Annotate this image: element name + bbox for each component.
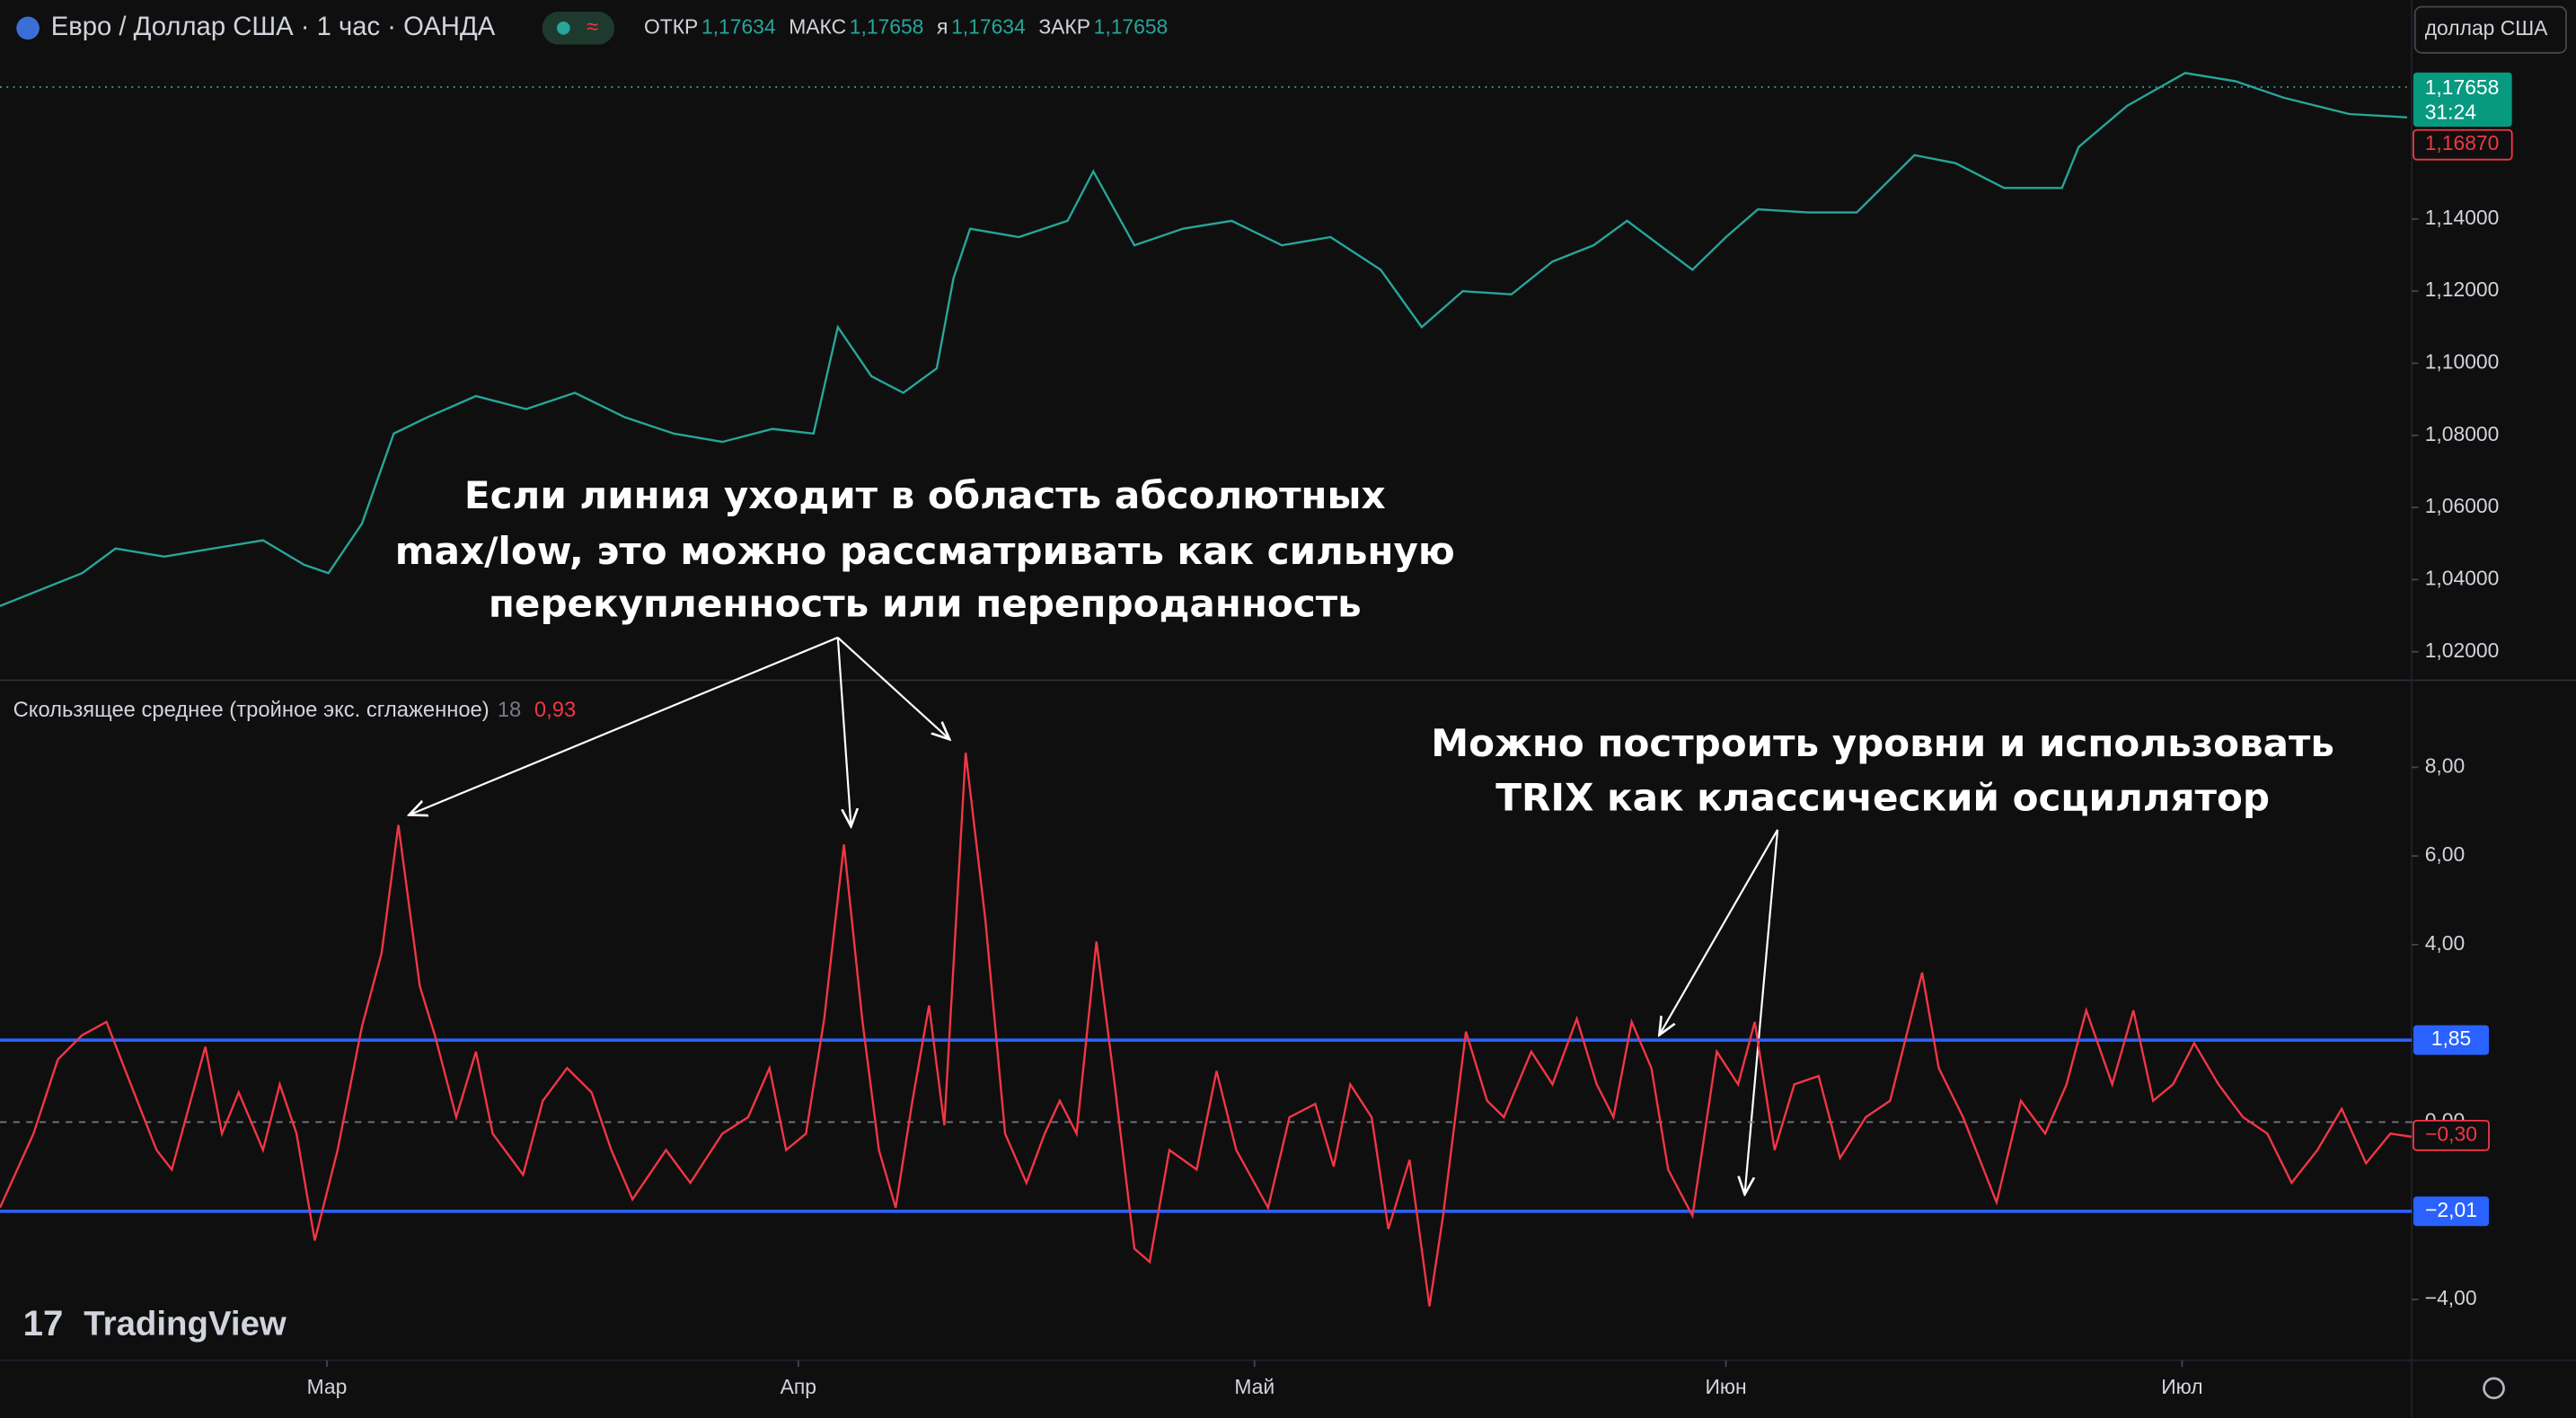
ohlc-label: ОТКР	[644, 14, 698, 38]
data-line	[0, 753, 2413, 1307]
level-label: −2,01	[2425, 1198, 2477, 1221]
indicator-name: Скользящее среднее (тройное экс. сглажен…	[13, 699, 490, 723]
annotation-1: Если линия уходит в область абсолютных m…	[395, 473, 1455, 826]
settings-icon[interactable]	[2483, 1377, 2505, 1400]
prev-close-badge	[2413, 128, 2513, 161]
y-tick-label: 6,00	[2425, 842, 2466, 866]
x-tick-label: Апр	[781, 1375, 816, 1398]
annotation-line: Если линия уходит в область абсолютных	[464, 473, 1386, 517]
ohlc-label: я	[937, 14, 948, 38]
currency-button[interactable]	[2413, 5, 2567, 54]
arrow	[837, 637, 949, 739]
level-label: 1,85	[2431, 1026, 2472, 1050]
status-pill[interactable]	[542, 12, 615, 45]
annotation-line: TRIX как классический осциллятор	[1495, 776, 2270, 820]
ohlc-value: 1,17634	[951, 14, 1026, 38]
arrow	[409, 636, 839, 815]
y-tick-label: 1,04000	[2425, 566, 2500, 589]
y-tick-label: 1,02000	[2425, 639, 2500, 662]
arrow	[1659, 829, 1779, 1035]
ohlc-label: МАКС	[789, 14, 846, 38]
x-tick-label: Мар	[307, 1375, 348, 1398]
ohlc-bar: ОТКР 1,17634 МАКС 1,17658 я 1,17634 ЗАКР 1,1765…	[644, 14, 1168, 38]
indicator-length: 18	[498, 699, 521, 723]
ohlc-label: ЗАКР	[1038, 14, 1090, 38]
x-tick-label: Июн	[1705, 1375, 1746, 1398]
level-badge	[2413, 1196, 2490, 1227]
y-tick-label: −4,00	[2425, 1286, 2477, 1309]
current-label: −0,30	[2425, 1122, 2477, 1145]
y-tick-label: 8,00	[2425, 753, 2466, 777]
logo-mark: 17	[23, 1303, 64, 1343]
logo-text[interactable]: TradingView	[84, 1304, 287, 1343]
last-price-badge	[2413, 72, 2512, 128]
y-tick-label: 1,08000	[2425, 422, 2500, 445]
level-badge	[2413, 1025, 2490, 1055]
current-badge	[2413, 1119, 2490, 1151]
ohlc-value: 1,17658	[850, 14, 924, 38]
indicator-title[interactable]: Скользящее среднее (тройное экс. сглажен…	[13, 699, 577, 723]
x-tick-label: Июл	[2161, 1375, 2202, 1398]
y-tick-label: 1,14000	[2425, 206, 2500, 229]
y-tick-label: 4,00	[2425, 931, 2466, 955]
y-tick-label: 1,10000	[2425, 350, 2500, 374]
x-tick-label: Май	[1234, 1375, 1275, 1398]
arrow	[1744, 829, 1779, 1194]
status-dot	[557, 22, 570, 35]
status-icon: ≈	[587, 15, 598, 40]
y-tick-label: 1,06000	[2425, 494, 2500, 517]
ohlc-value: 1,17658	[1094, 14, 1169, 38]
currency-label: доллар США	[2425, 16, 2548, 40]
symbol-icon	[16, 16, 40, 40]
countdown-label: 31:24	[2425, 100, 2476, 123]
indicator-value: 0,93	[534, 699, 576, 723]
ohlc-value: 1,17634	[701, 14, 776, 38]
last-price-label: 1,17658	[2425, 75, 2500, 99]
symbol-title[interactable]: Евро / Доллар США · 1 час · ОАНДА	[51, 13, 496, 41]
annotation-line: Можно построить уровни и использовать	[1431, 721, 2334, 765]
data-line	[0, 72, 2408, 607]
arrow	[836, 637, 851, 826]
annotation-2: Можно построить уровни и использовать TR…	[1431, 721, 2334, 1194]
annotation-line: max/low, это можно рассматривать как сил…	[395, 529, 1455, 573]
prev-close-label: 1,16870	[2425, 131, 2500, 154]
y-tick-label: 1,12000	[2425, 277, 2500, 301]
annotation-line: перекупленность или перепроданность	[489, 582, 1362, 626]
